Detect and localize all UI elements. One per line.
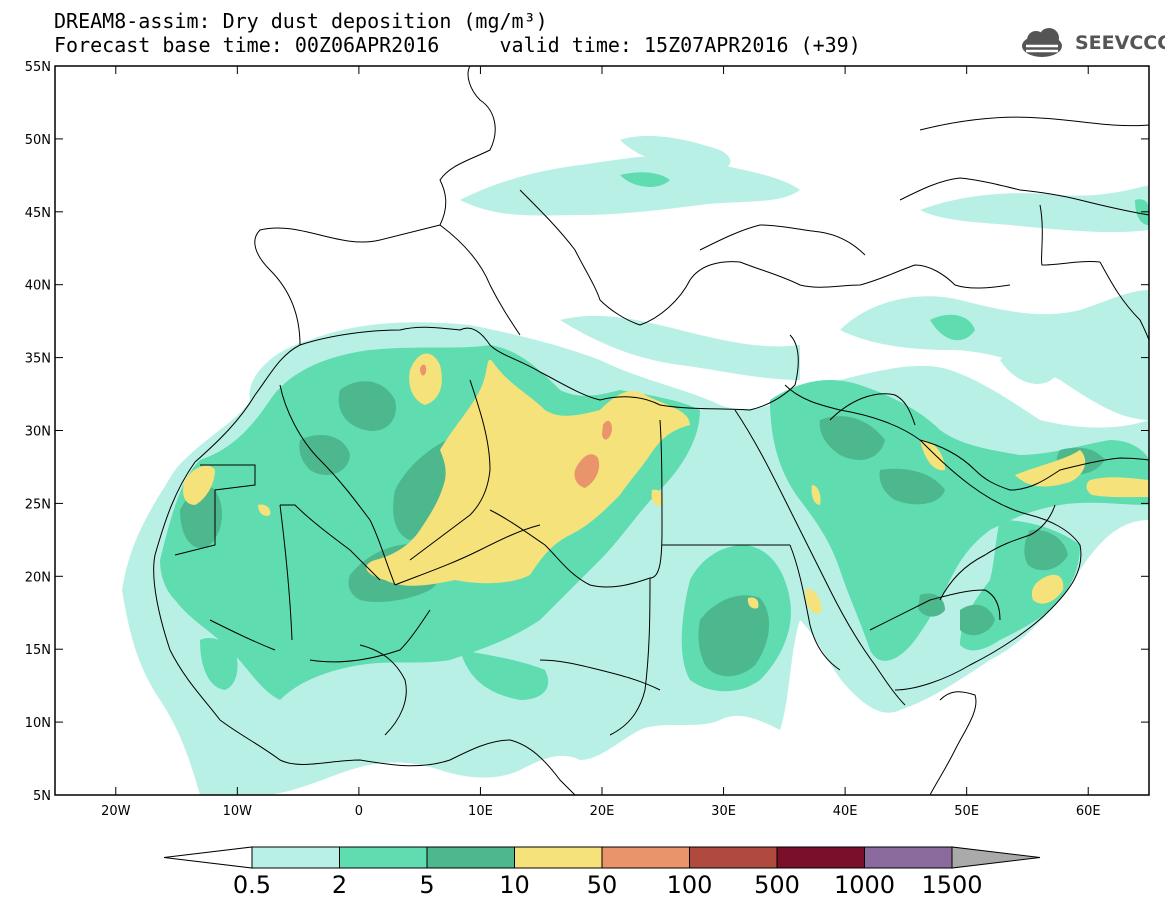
lon-tick-label: 20W xyxy=(101,804,131,819)
legend-level-label: 50 xyxy=(587,871,618,899)
legend-level-label: 0.5 xyxy=(233,871,271,899)
level-10-fill xyxy=(183,353,1149,614)
seevccc-logo xyxy=(1022,28,1062,57)
lat-tick-label: 15N xyxy=(25,643,51,658)
lon-tick-label: 0 xyxy=(355,804,363,819)
legend-level-label: 1000 xyxy=(834,871,895,899)
lon-tick-label: 40E xyxy=(833,804,858,819)
longitude-axis: 20W 10W 0 10E 20E 30E 40E 50E 60E xyxy=(101,66,1101,819)
forecast-time-line: Forecast base time: 00Z06APR2016 valid t… xyxy=(54,33,861,57)
legend-labels: 0.5 2 5 10 50 100 500 1000 1500 xyxy=(233,871,983,899)
lon-tick-label: 30E xyxy=(711,804,736,819)
cloud-icon xyxy=(1022,28,1062,57)
legend-swatch xyxy=(601,846,690,869)
deposition-field xyxy=(122,66,1149,795)
lat-tick-label: 10N xyxy=(25,716,51,731)
legend-swatch xyxy=(251,846,340,869)
lon-tick-label: 10E xyxy=(468,804,493,819)
level-50-fill xyxy=(420,364,612,488)
lat-tick-label: 25N xyxy=(25,497,51,512)
legend-bar xyxy=(163,846,1041,869)
lon-tick-label: 60E xyxy=(1076,804,1101,819)
lat-tick-label: 45N xyxy=(25,206,51,221)
lat-tick-label: 20N xyxy=(25,570,51,585)
latitude-axis: 55N 50N 45N 40N 35N 30N 25N 20N 15N 10N 5N xyxy=(25,60,1149,804)
lat-tick-label: 50N xyxy=(25,133,51,148)
legend-under-arrow xyxy=(163,846,253,869)
legend-level-label: 10 xyxy=(499,871,530,899)
legend-swatch xyxy=(864,846,953,869)
map-title: DREAM8-assim: Dry dust deposition (mg/m³… xyxy=(54,9,548,33)
lat-tick-label: 30N xyxy=(25,425,51,440)
lat-tick-label: 35N xyxy=(25,352,51,367)
legend-level-label: 500 xyxy=(754,871,800,899)
legend-level-label: 100 xyxy=(667,871,713,899)
logo-text: SEEVCCC xyxy=(1075,32,1165,54)
legend-level-label: 2 xyxy=(332,871,347,899)
coastlines-and-borders xyxy=(153,66,1149,795)
lat-tick-label: 55N xyxy=(25,60,51,75)
legend-level-label: 5 xyxy=(419,871,434,899)
lon-tick-label: 10W xyxy=(223,804,253,819)
lat-tick-label: 5N xyxy=(33,789,51,804)
legend-swatch xyxy=(514,846,603,869)
lon-tick-label: 50E xyxy=(954,804,979,819)
legend-swatch xyxy=(426,846,515,869)
legend-level-label: 1500 xyxy=(921,871,982,899)
legend-swatch xyxy=(339,846,428,869)
legend-over-arrow xyxy=(951,846,1041,869)
lon-tick-label: 20E xyxy=(590,804,615,819)
legend-swatch xyxy=(689,846,778,869)
lat-tick-label: 40N xyxy=(25,279,51,294)
legend-swatch xyxy=(776,846,865,869)
